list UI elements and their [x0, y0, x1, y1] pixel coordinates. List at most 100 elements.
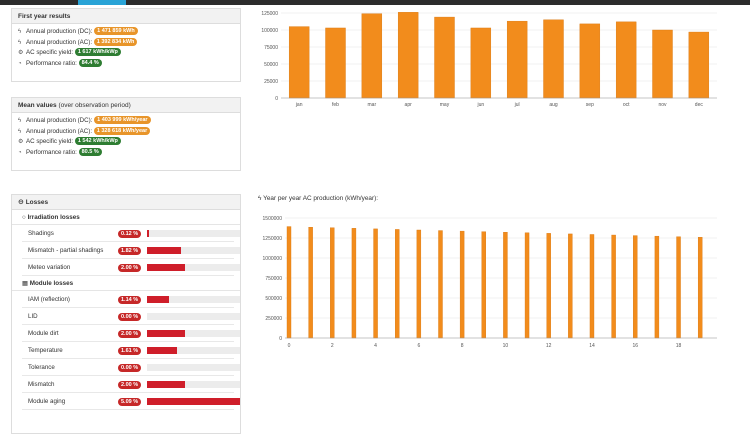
loss-row: Tolerance 0.00 % [22, 359, 240, 376]
x-tick-label: dec [695, 102, 704, 108]
y-tick-label: 50000 [264, 62, 278, 68]
x-tick-label: oct [623, 102, 630, 108]
loss-bar-fill [147, 264, 185, 271]
x-tick-label: may [440, 102, 450, 108]
monthly-bar [470, 27, 492, 99]
gauge-icon: ◔ [18, 149, 22, 156]
x-tick-label: mar [368, 102, 377, 108]
monthly-bar [652, 29, 673, 99]
loss-label: Mismatch [28, 381, 55, 388]
x-tick-label: aug [549, 102, 558, 108]
y-tick-label: 1250000 [263, 236, 283, 242]
stat-value-badge: 1 617 kWh/kWp [74, 48, 121, 57]
stat-row: ϟ Annual production (AC): 1 328 618 kWh/y… [12, 126, 240, 138]
stat-row: ⚙ AC specific yield: 1 542 kWh/kWp [12, 137, 240, 148]
stat-label: Annual production (AC): [26, 127, 94, 135]
top-bar [0, 0, 750, 5]
loss-value-badge: 1.14 % [118, 295, 142, 304]
yearly-production-chart: 0 250000 500000 750000 1000000 1250000 1500000… [263, 216, 717, 349]
yearly-bar [654, 235, 660, 339]
loss-bar-fill [147, 247, 181, 254]
loss-label: IAM (reflection) [28, 296, 70, 303]
loss-bar-track [147, 247, 240, 254]
yearly-bar [676, 236, 681, 339]
x-tick-label: 6 [417, 343, 420, 349]
mean-values-heading: Mean values [18, 102, 57, 109]
loss-bar-track [147, 230, 240, 237]
yearly-bar [481, 231, 486, 339]
stat-label: Performance ratio: [26, 59, 79, 67]
x-tick-label: 12 [546, 343, 552, 349]
loss-bar-fill [147, 296, 169, 303]
stat-row: ϟ Annual production (DC): 1 403 999 kWh/y… [12, 116, 240, 127]
stat-value-badge: 1 403 999 kWh/year [94, 116, 151, 125]
monthly-bar [543, 19, 564, 99]
x-tick-label: 16 [632, 343, 638, 349]
x-tick-label: jun [476, 102, 484, 108]
loss-bar-fill [147, 398, 240, 405]
yearly-bar [416, 229, 422, 339]
grid-icon: ▦ [22, 280, 28, 287]
stat-value-badge: 1 471 859 kWh [94, 27, 138, 36]
x-tick-label: apr [405, 102, 413, 108]
irradiation-loss-list: Shadings 0.12 % Mismatch - partial shading… [12, 225, 240, 276]
loss-bar-track [147, 313, 240, 320]
x-tick-label: jul [514, 102, 520, 108]
loss-bar-fill [147, 347, 178, 354]
yearly-bar [633, 235, 638, 339]
losses-panel: ⊖ Losses ○ Irradiation losses Shadings 0.… [11, 194, 241, 434]
loss-bar-track [147, 264, 240, 271]
stat-value-badge: 80.5 % [78, 147, 102, 156]
stat-row: ϟ Annual production (AC): 1 392 834 kWh [12, 37, 240, 49]
yearly-bar [503, 232, 508, 339]
loss-bar-fill [147, 230, 150, 237]
x-tick-label: nov [658, 102, 667, 108]
stat-value-badge: 1 392 834 kWh [93, 37, 138, 46]
stat-row: ⚙ AC specific yield: 1 617 kWh/kWp [12, 48, 240, 59]
gauge-icon: ◔ [18, 60, 22, 67]
loss-bar-track [147, 330, 240, 337]
loss-bar-track [147, 381, 240, 388]
yearly-bar [286, 226, 292, 339]
x-tick-label: 14 [589, 343, 595, 349]
collapse-minus-icon[interactable]: ⊖ [18, 199, 24, 206]
loss-label: Module aging [28, 398, 66, 405]
x-tick-label: jan [295, 102, 303, 108]
stat-label: Performance ratio: [26, 148, 79, 156]
yearly-bar [697, 237, 703, 339]
loss-row: Mismatch - partial shadings 1.82 % [22, 242, 240, 259]
monthly-bar [506, 20, 528, 99]
monthly-bar [688, 31, 710, 99]
loss-row: Module dirt 2.00 % [22, 325, 240, 342]
loss-row: LID 0.00 % [22, 308, 240, 325]
monthly-production-chart: 0 25000 50000 75000 100000 125000 jan feb mar apr… [261, 11, 717, 108]
yearly-bar [330, 227, 335, 339]
cog-icon: ⚙ [18, 139, 24, 145]
loss-value-badge: 0.00 % [118, 363, 142, 372]
loss-row: Temperature 1.61 % [22, 342, 240, 359]
loss-bar-fill [147, 330, 185, 337]
loss-label: Module dirt [28, 330, 59, 337]
yearly-chart-title-text: Year per year AC production (kWh/year): [263, 195, 379, 202]
mean-values-subtitle: (over observation period) [58, 102, 131, 109]
y-tick-label: 100000 [261, 28, 278, 34]
stat-label: AC specific yield: [26, 138, 75, 145]
loss-row: Mismatch 2.00 % [22, 376, 240, 393]
loss-bar-track [147, 347, 240, 354]
active-tab-indicator[interactable] [78, 0, 126, 5]
module-loss-list: IAM (reflection) 1.14 % LID 0.00 % Module di… [12, 291, 240, 410]
loss-bar-fill [147, 381, 185, 388]
loss-bar-track [147, 364, 240, 371]
stat-value-badge: 84.4 % [78, 58, 102, 67]
bolt-icon: ϟ [18, 118, 22, 124]
x-tick-label: 4 [374, 343, 377, 349]
loss-value-badge: 5.09 % [118, 397, 142, 406]
monthly-bar [615, 21, 637, 99]
yearly-chart-title: ϟ Year per year AC production (kWh/year)… [258, 195, 378, 202]
yearly-bar [395, 229, 400, 339]
loss-bar-track [147, 296, 240, 303]
losses-header[interactable]: ⊖ Losses [12, 195, 240, 210]
irradiation-losses-heading: ○ Irradiation losses [12, 210, 240, 225]
loss-label: Temperature [28, 347, 63, 354]
